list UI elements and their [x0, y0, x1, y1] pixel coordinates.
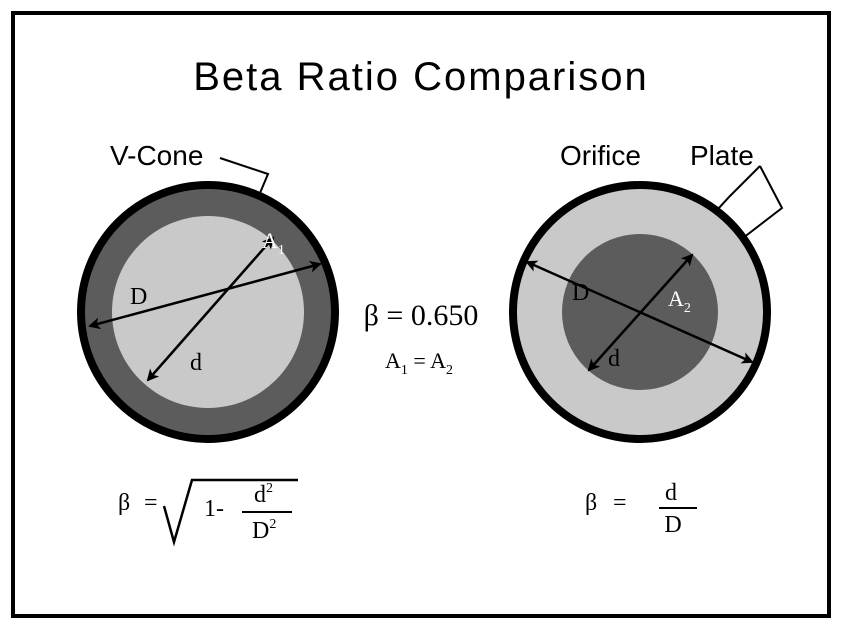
formula-vcone: β = 1- d2 D2 — [118, 480, 298, 544]
diagram-svg: Beta Ratio Comparison V-Cone Orifice Pla… — [0, 0, 842, 629]
center-areas-equation: A1 = A2 — [385, 348, 453, 378]
diagram-frame: Beta Ratio Comparison V-Cone Orifice Pla… — [0, 0, 842, 629]
label-vcone: V-Cone — [110, 140, 203, 171]
svg-text:1-: 1- — [204, 496, 224, 522]
label-orifice: Orifice — [560, 140, 641, 171]
formula-orifice: β = dD — [585, 480, 697, 538]
svg-text:d: d — [665, 480, 677, 506]
svg-text:=: = — [613, 490, 627, 516]
svg-text:d2: d2 — [254, 481, 273, 508]
orifice-d-label: d — [608, 346, 620, 372]
label-plate: Plate — [690, 140, 754, 171]
svg-text:=: = — [144, 490, 158, 516]
svg-text:β: β — [118, 490, 130, 516]
vcone-D-label: D — [130, 284, 147, 310]
svg-text:β: β — [585, 490, 597, 516]
svg-text:D2: D2 — [252, 517, 276, 544]
vcone-d-label: d — [190, 350, 202, 376]
center-beta-equation: β = 0.650 — [364, 299, 479, 332]
page-title: Beta Ratio Comparison — [193, 55, 649, 99]
orifice-D-label: D — [572, 280, 589, 306]
svg-text:D: D — [664, 512, 681, 538]
